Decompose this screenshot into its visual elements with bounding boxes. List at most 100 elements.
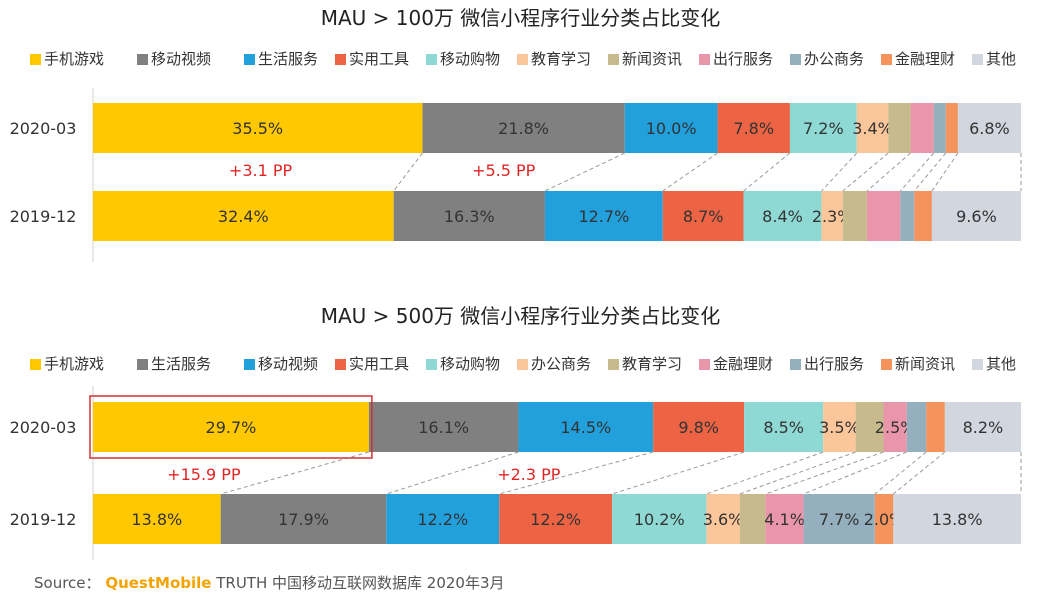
legend-label-3: 生活服务	[258, 50, 318, 68]
legend-swatch-5	[426, 359, 437, 370]
data-label: 9.6%	[956, 207, 997, 226]
bar-segment	[499, 494, 613, 544]
bar-segment	[914, 191, 932, 241]
legend-label-10: 金融理财	[895, 50, 955, 68]
legend-label-5: 移动购物	[440, 355, 500, 373]
data-label: 12.7%	[578, 207, 629, 226]
data-label: 2.5%	[875, 418, 916, 437]
data-label: 8.5%	[763, 418, 804, 437]
bar-segment	[744, 402, 824, 452]
connector-line	[765, 451, 884, 495]
legend-label-4: 实用工具	[349, 50, 409, 68]
data-label: 10.2%	[634, 510, 685, 529]
connector-line	[913, 152, 947, 192]
data-label: 13.8%	[131, 510, 182, 529]
annotation-label: +2.3 PP	[497, 465, 561, 484]
data-label: 8.4%	[762, 207, 803, 226]
connector-line	[662, 152, 718, 192]
connector-line	[544, 152, 625, 192]
legend-swatch-2	[137, 54, 148, 65]
legend-swatch-4	[335, 54, 346, 65]
bar-segment	[93, 402, 369, 452]
bar-segment	[945, 103, 958, 153]
bar-segment	[957, 103, 1021, 153]
legend-label-6: 办公商务	[531, 355, 591, 373]
legend-swatch-11	[972, 359, 983, 370]
legend-label-8: 出行服务	[713, 50, 773, 68]
legend-swatch-3	[244, 359, 255, 370]
bar-segment	[743, 191, 822, 241]
category-label: 2019-12	[10, 510, 77, 529]
legend-label-7: 教育学习	[622, 355, 682, 373]
bar-segment	[856, 103, 889, 153]
data-label: 4.1%	[764, 510, 805, 529]
data-label: 3.5%	[819, 418, 860, 437]
data-label: 12.2%	[530, 510, 581, 529]
connector-line	[842, 152, 889, 192]
bar-segment	[662, 191, 744, 241]
legend-swatch-11	[972, 54, 983, 65]
connector-line	[821, 152, 858, 192]
bar-segment	[624, 103, 718, 153]
legend-swatch-7	[608, 359, 619, 370]
bar-segment	[653, 402, 745, 452]
bar-segment	[518, 402, 654, 452]
annotation-label: +15.9 PP	[167, 465, 241, 484]
data-label: 29.7%	[206, 418, 257, 437]
annotation-label: +5.5 PP	[472, 161, 536, 180]
legend-swatch-10	[881, 359, 892, 370]
bar-segment	[739, 494, 766, 544]
legend-swatch-3	[244, 54, 255, 65]
bar-segment	[931, 191, 1021, 241]
legend-label-2: 移动视频	[151, 50, 211, 68]
bar-segment	[93, 191, 394, 241]
bar-segment	[717, 103, 790, 153]
legend-label-8: 金融理财	[713, 355, 773, 373]
bar-segment	[93, 494, 221, 544]
connector-line	[803, 451, 907, 495]
bar-segment	[855, 402, 884, 452]
bar-segment	[393, 191, 545, 241]
legend-swatch-4	[335, 359, 346, 370]
bar-segment	[906, 402, 927, 452]
bar-segment	[866, 191, 901, 241]
legend-label-9: 办公商务	[804, 50, 864, 68]
bar-segment	[821, 191, 843, 241]
data-label: 16.3%	[444, 207, 495, 226]
bar-segment	[933, 103, 946, 153]
data-label: 2.3%	[812, 207, 853, 226]
legend-label-2: 生活服务	[151, 355, 211, 373]
data-label: 32.4%	[218, 207, 269, 226]
data-label: 6.8%	[969, 119, 1010, 138]
source-note: Source： QuestMobile TRUTH 中国移动互联网数据库 202…	[34, 572, 505, 593]
legend-label-3: 移动视频	[258, 355, 318, 373]
chart-1-title: MAU > 100万 微信小程序行业分类占比变化	[320, 6, 721, 30]
data-label: 7.8%	[733, 119, 774, 138]
connector-line	[386, 451, 519, 495]
connector-line	[393, 152, 423, 192]
legend-label-6: 教育学习	[531, 50, 591, 68]
data-label: 14.5%	[560, 418, 611, 437]
bar-segment	[874, 494, 894, 544]
legend-label-9: 出行服务	[804, 355, 864, 373]
legend-swatch-5	[426, 54, 437, 65]
annotation-label: +3.1 PP	[229, 161, 293, 180]
legend-swatch-7	[608, 54, 619, 65]
bar-segment	[386, 494, 500, 544]
connector-line	[739, 451, 856, 495]
data-label: 7.7%	[819, 510, 860, 529]
legend-label-11: 其他	[986, 50, 1016, 68]
bar-segment	[220, 494, 387, 544]
bar-segment	[544, 191, 663, 241]
chart-2: 手机游戏 生活服务 移动视频 实用工具 移动购物 办公商务 教育学习 金融理财 出行服务 新闻资讯…	[10, 355, 1022, 560]
bar-segment	[842, 191, 867, 241]
connector-line	[611, 451, 745, 495]
connector-line	[931, 152, 959, 192]
data-label: 10.0%	[646, 119, 697, 138]
legend-swatch-2	[137, 359, 148, 370]
bar-segment	[910, 103, 934, 153]
bar-segment	[893, 494, 1021, 544]
data-label: 17.9%	[278, 510, 329, 529]
connector-line	[220, 451, 370, 495]
